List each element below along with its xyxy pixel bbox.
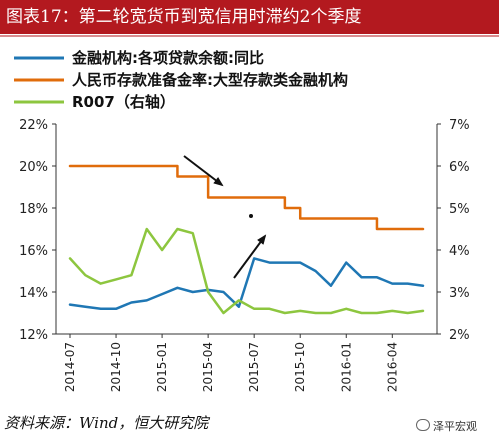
axes: 12% 14% 16% 18% 20% 22% 2% 3% 4% 5% 6% 7% 2014-07 201… xyxy=(19,118,470,392)
x-tick-label: 2015-04 xyxy=(201,342,215,392)
series-group xyxy=(68,164,425,315)
right-tick-label: 6% xyxy=(449,160,470,175)
series-line xyxy=(68,227,425,315)
arrow-down-annotation xyxy=(183,155,224,187)
chart-title: 图表17：第二轮宽货币到宽信用时滞约2个季度 xyxy=(0,0,499,34)
legend-label: 金融机构:各项贷款余额:同比 xyxy=(71,49,264,67)
right-tick-label: 2% xyxy=(449,328,470,343)
x-tick-label: 2014-10 xyxy=(109,342,123,392)
legend-label: 人民币存款准备金率:大型存款类金融机构 xyxy=(72,71,348,89)
legend-label: R007（右轴） xyxy=(72,93,175,111)
source-note: 资料来源：Wind，恒大研究院 xyxy=(4,414,209,432)
left-tick-label: 20% xyxy=(19,160,48,175)
x-tick-label: 2015-10 xyxy=(293,342,307,392)
x-tick-label: 2014-07 xyxy=(63,342,77,392)
x-tick-label: 2016-01 xyxy=(339,342,353,392)
wechat-icon xyxy=(416,419,430,431)
watermark-text: 泽平宏观 xyxy=(433,420,477,433)
x-tick-label: 2015-07 xyxy=(247,342,261,392)
right-tick-label: 4% xyxy=(449,244,470,259)
watermark: 泽平宏观 xyxy=(416,418,477,434)
right-tick-label: 7% xyxy=(449,118,470,133)
x-tick-label: 2015-01 xyxy=(155,342,169,392)
x-tick-label: 2016-04 xyxy=(385,342,399,392)
left-tick-label: 12% xyxy=(19,328,48,343)
right-tick-label: 5% xyxy=(449,202,470,217)
series-line xyxy=(68,257,425,311)
left-tick-label: 22% xyxy=(19,118,48,133)
left-tick-label: 16% xyxy=(19,244,48,259)
left-tick-label: 18% xyxy=(19,202,48,217)
right-tick-label: 3% xyxy=(449,286,470,301)
arrow-up-annotation xyxy=(233,234,267,279)
dot-annotation xyxy=(249,214,253,218)
left-tick-label: 14% xyxy=(19,286,48,301)
series-line xyxy=(68,164,425,231)
